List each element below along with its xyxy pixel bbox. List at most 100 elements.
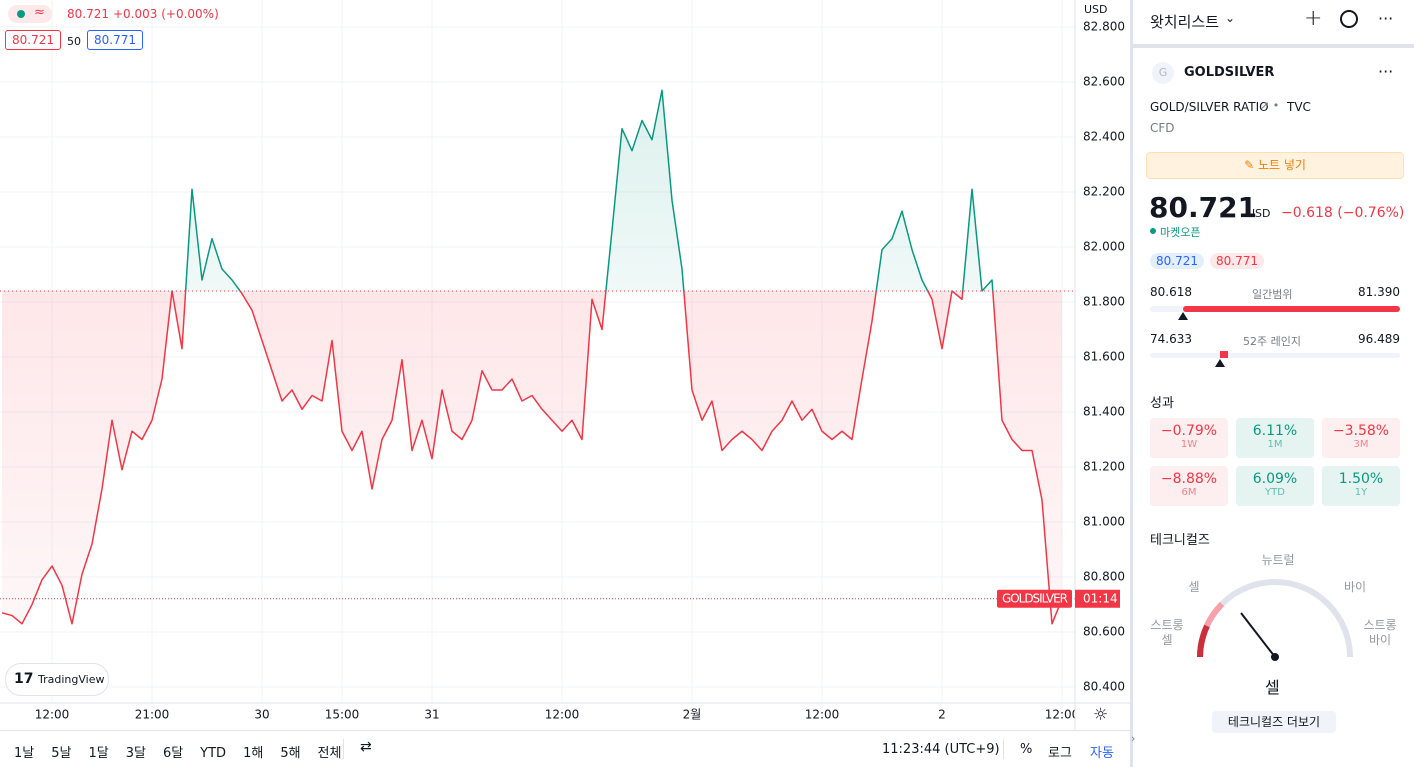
status-icon: ≈ xyxy=(34,5,45,20)
log-toggle[interactable]: 로그 xyxy=(1048,746,1072,761)
performance-label: 3M xyxy=(1353,439,1369,450)
description[interactable]: GOLD/SILVER RATIO xyxy=(1150,100,1269,114)
y-tick-label: 81.200 xyxy=(1083,460,1125,474)
performance-value: −3.58% xyxy=(1332,423,1390,439)
external-link[interactable]: ↗ • xyxy=(1260,99,1280,112)
logo-text: TradingView xyxy=(38,673,105,686)
symbol-icon: G xyxy=(1152,62,1174,84)
x-tick-label: 12:00 xyxy=(805,708,840,722)
range-button[interactable]: 5날 xyxy=(51,746,72,761)
auto-toggle[interactable]: 자동 xyxy=(1090,746,1114,761)
range-button[interactable]: 1해 xyxy=(243,746,264,761)
symbol-tag xyxy=(997,589,1072,608)
year-range-label: 52주 레인지 xyxy=(1243,335,1301,348)
performance-tile: 6.11% 1M xyxy=(1236,418,1314,458)
y-tick-label: 80.600 xyxy=(1083,625,1125,639)
watchlist-title[interactable]: 왓치리스트 xyxy=(1150,13,1220,31)
range-button[interactable]: 전체 xyxy=(317,746,342,761)
performance-value: −0.79% xyxy=(1160,423,1218,439)
header-change: +0.003 (+0.00%) xyxy=(113,7,219,21)
y-tick-label: 81.400 xyxy=(1083,405,1125,419)
symbol-menu[interactable]: ··· xyxy=(1378,62,1394,81)
symbol-tag-label: GOLDSILVER xyxy=(1002,591,1068,605)
performance-tile: 6.09% YTD xyxy=(1236,466,1314,506)
performance-label: YTD xyxy=(1265,487,1285,498)
performance-label: 1W xyxy=(1180,439,1198,450)
market-status: 마켓오픈 xyxy=(1160,226,1201,239)
note-button[interactable]: ✎ 노트 넣기 xyxy=(1146,152,1404,179)
range-button[interactable]: YTD xyxy=(200,746,227,761)
x-tick-label: 31 xyxy=(424,708,439,722)
performance-value: 6.11% xyxy=(1252,423,1298,439)
ask-box[interactable]: 80.771 xyxy=(87,30,143,50)
range-button[interactable]: 5해 xyxy=(280,746,301,761)
logo[interactable]: 17 TradingView xyxy=(5,663,109,696)
y-tick-label: 82.800 xyxy=(1083,19,1125,33)
y-tick-label: 80.400 xyxy=(1083,680,1125,694)
gauge-needle xyxy=(1240,612,1276,658)
y-tick-label: 81.800 xyxy=(1083,294,1125,308)
range-button[interactable]: 1날 xyxy=(14,746,35,761)
gauge-strong-buy: 스트롱 바이 xyxy=(1363,618,1397,647)
gauge-result: 셀 xyxy=(1265,678,1280,697)
divider xyxy=(1003,739,1004,759)
collapse-button[interactable]: › xyxy=(1131,732,1136,745)
x-tick-label: 30 xyxy=(254,708,269,722)
day-range-label: 일간범위 xyxy=(1252,288,1293,301)
divider xyxy=(343,739,344,759)
ask-pill: 80.771 xyxy=(1210,253,1264,269)
day-range-fill xyxy=(1183,306,1400,312)
performance-value: 1.50% xyxy=(1338,471,1384,487)
day-low: 80.618 xyxy=(1150,285,1192,299)
status-pill[interactable]: ≈ xyxy=(8,5,52,23)
day-high: 81.390 xyxy=(1358,285,1400,299)
year-range-bar xyxy=(1150,351,1400,367)
percent-toggle[interactable]: % xyxy=(1020,742,1033,757)
settings-icon[interactable]: ☼ xyxy=(1093,705,1109,725)
spread: 50 xyxy=(67,35,81,48)
symbol[interactable]: GOLDSILVER xyxy=(1184,65,1275,80)
price-change: −0.618 (−0.76%) xyxy=(1281,205,1405,221)
x-tick-label: 12:00 xyxy=(545,708,580,722)
year-range-fill xyxy=(1219,351,1228,358)
performance-value: 6.09% xyxy=(1252,471,1298,487)
x-tick-label: 2 xyxy=(938,708,946,722)
gauge-neutral: 뉴트럴 xyxy=(1261,553,1295,567)
pie-button[interactable] xyxy=(1340,10,1358,28)
performance-tile: 1.50% 1Y xyxy=(1322,466,1400,506)
exchange: TVC xyxy=(1287,100,1311,114)
more-technicals[interactable]: 테크니컬즈 더보기 xyxy=(1212,711,1336,733)
x-tick-label: 15:00 xyxy=(325,708,360,722)
countdown-label: 01:14 xyxy=(1083,591,1118,605)
day-range-bar xyxy=(1150,306,1400,320)
day-range-marker xyxy=(1178,312,1189,320)
currency-select[interactable]: USD xyxy=(1084,3,1108,16)
gauge-pivot xyxy=(1271,653,1279,661)
compare-icon[interactable]: ⇄ xyxy=(360,739,372,755)
baseline-area xyxy=(2,90,1062,624)
panel-border xyxy=(1130,0,1133,767)
price: 80.721 xyxy=(1149,191,1258,224)
performance-title: 성과 xyxy=(1150,396,1174,411)
gauge xyxy=(1197,579,1353,661)
range-button[interactable]: 1달 xyxy=(88,746,109,761)
performance-value: −8.88% xyxy=(1160,471,1218,487)
gauge-strong-sell: 스트롱 셀 xyxy=(1150,618,1184,647)
market-dot xyxy=(1150,228,1156,234)
add-button[interactable]: + xyxy=(1304,6,1323,31)
range-button[interactable]: 3달 xyxy=(125,746,146,761)
gauge-sell: 셀 xyxy=(1188,580,1200,594)
technicals-title: 테크니컬즈 xyxy=(1150,533,1210,548)
more-button[interactable]: ··· xyxy=(1378,9,1394,28)
price-currency: USD xyxy=(1247,207,1271,220)
x-tick-label: 12:00 xyxy=(1045,708,1080,722)
bid-box[interactable]: 80.721 xyxy=(5,30,61,50)
dropdown-arrow[interactable]: ⌄ xyxy=(1225,11,1236,25)
x-tick-label: 21:00 xyxy=(135,708,170,722)
range-button[interactable]: 6달 xyxy=(162,746,184,761)
y-tick-label: 82.000 xyxy=(1083,239,1125,253)
note-label: 노트 넣기 xyxy=(1257,158,1306,172)
x-tick-label: 12:00 xyxy=(35,708,70,722)
year-range-marker xyxy=(1214,359,1225,367)
